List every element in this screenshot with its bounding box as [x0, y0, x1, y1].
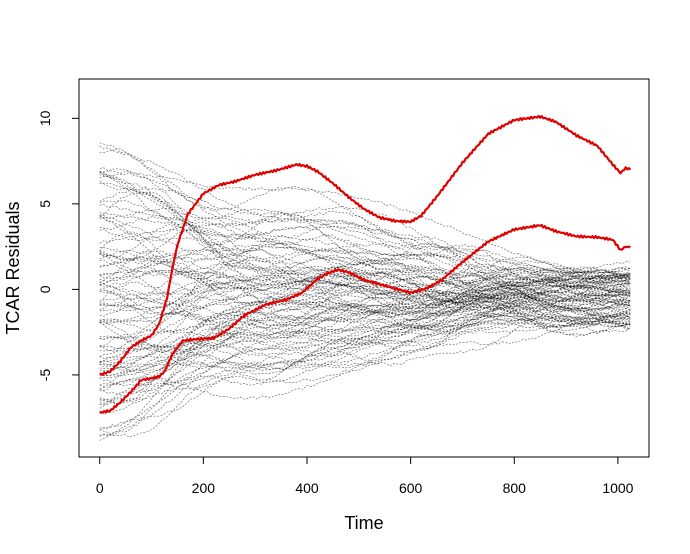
- background-series-line: [99, 232, 631, 320]
- background-series-line: [99, 204, 631, 297]
- background-series-line: [99, 174, 631, 294]
- background-series-line: [99, 260, 631, 337]
- background-series-line: [99, 244, 631, 330]
- background-series-line: [99, 314, 631, 356]
- background-series-line: [99, 284, 631, 334]
- background-series-line: [99, 315, 631, 401]
- background-series-line: [99, 268, 631, 404]
- y-tick-label: 5: [37, 200, 53, 208]
- background-series-line: [99, 276, 631, 340]
- background-series-line: [99, 315, 631, 367]
- background-series-line: [99, 249, 631, 287]
- background-series-line: [99, 289, 631, 415]
- y-axis: -5 0 5 10: [37, 110, 80, 381]
- background-series-line: [99, 284, 631, 370]
- background-series-line: [99, 224, 631, 275]
- background-series-line: [99, 259, 631, 328]
- background-series-line: [99, 276, 631, 329]
- background-series-line: [99, 310, 631, 386]
- background-series-line: [99, 187, 631, 306]
- background-series-line: [99, 274, 631, 431]
- x-axis: 0 200 400 600 800 1000: [96, 456, 634, 496]
- background-series-line: [99, 278, 631, 323]
- background-series-line: [99, 167, 631, 275]
- background-series-line: [99, 149, 631, 302]
- x-tick-label: 200: [192, 480, 216, 496]
- background-series-line: [99, 260, 631, 310]
- background-series-line: [99, 294, 631, 364]
- background-series-line: [99, 284, 631, 379]
- background-series-line: [99, 267, 631, 326]
- background-series-line: [99, 223, 631, 276]
- background-series-line: [99, 279, 631, 328]
- background-series-line: [99, 287, 631, 357]
- background-series-line: [99, 216, 631, 284]
- background-series-line: [99, 261, 631, 374]
- background-series-line: [99, 289, 631, 406]
- background-series-line: [99, 292, 631, 372]
- background-series-line: [99, 276, 631, 338]
- background-series-line: [99, 250, 631, 306]
- background-series-line: [99, 256, 631, 333]
- background-series-line: [99, 296, 631, 377]
- background-series-line: [99, 215, 631, 296]
- x-tick-label: 0: [96, 480, 104, 496]
- background-series-line: [99, 276, 631, 353]
- x-tick-label: 400: [295, 480, 319, 496]
- background-series-line: [99, 214, 631, 304]
- background-series-line: [99, 272, 631, 322]
- background-series-line: [99, 277, 631, 429]
- background-series-line: [99, 316, 631, 371]
- background-series-line: [99, 313, 631, 391]
- background-series-line: [99, 270, 631, 308]
- x-axis-title: Time: [344, 513, 383, 533]
- x-tick-label: 600: [399, 480, 423, 496]
- background-series-line: [99, 270, 631, 359]
- background-series-line: [99, 272, 631, 404]
- highlight-series-line: [99, 114, 632, 376]
- background-series-line: [99, 309, 631, 388]
- background-series-line: [99, 270, 631, 313]
- background-series-line: [99, 257, 631, 340]
- background-series-line: [99, 268, 631, 322]
- background-series-line: [99, 142, 631, 290]
- background-series-line: [99, 278, 631, 366]
- y-tick-label: 0: [37, 285, 53, 293]
- highlight-series-line: [99, 223, 631, 414]
- background-series-line: [99, 269, 631, 324]
- background-series-line: [99, 295, 631, 438]
- background-series-line: [99, 215, 631, 303]
- background-series-line: [99, 283, 631, 409]
- y-tick-label: -5: [37, 368, 53, 381]
- x-tick-label: 800: [503, 480, 527, 496]
- y-axis-title: TCAR Residuals: [3, 201, 23, 334]
- background-series-line: [99, 282, 631, 437]
- background-series-line: [99, 273, 631, 297]
- background-series-line: [99, 267, 631, 436]
- background-series-line: [99, 235, 631, 312]
- y-tick-label: 10: [37, 110, 53, 126]
- background-series-line: [99, 283, 631, 334]
- background-series-line: [99, 183, 631, 307]
- x-tick-label: 1000: [602, 480, 633, 496]
- background-series-line: [99, 247, 631, 317]
- background-series-line: [99, 170, 631, 282]
- background-series-line: [99, 301, 631, 326]
- background-series-group: [99, 142, 631, 441]
- background-series-line: [99, 270, 631, 441]
- background-series-line: [99, 294, 631, 340]
- highlight-series-group: [99, 114, 632, 414]
- background-series-line: [99, 191, 631, 324]
